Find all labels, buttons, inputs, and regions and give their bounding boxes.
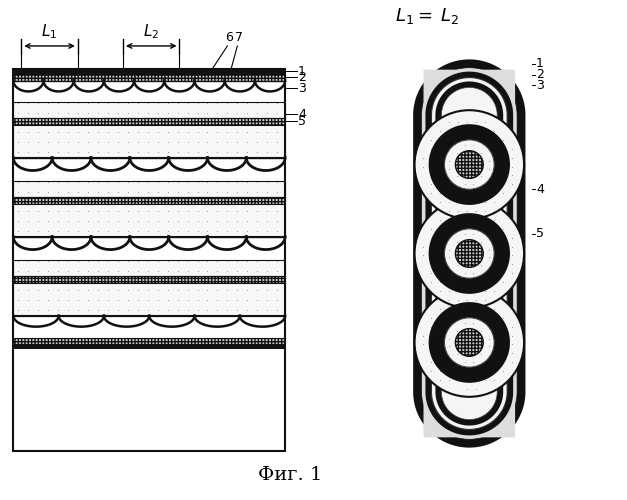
Polygon shape — [436, 82, 502, 424]
Bar — [13, 68, 285, 73]
Polygon shape — [414, 61, 524, 446]
Circle shape — [429, 125, 509, 204]
Text: $L_1$: $L_1$ — [41, 22, 58, 41]
Text: 1: 1 — [536, 57, 544, 70]
Text: 2: 2 — [298, 70, 306, 84]
Circle shape — [455, 328, 483, 356]
Text: 7: 7 — [235, 31, 243, 44]
Text: 4: 4 — [298, 108, 306, 120]
Bar — [13, 197, 285, 204]
Bar — [13, 344, 285, 350]
Bar — [13, 182, 285, 197]
Text: 3: 3 — [536, 79, 544, 92]
Text: $L_1 = \;L_2$: $L_1 = \;L_2$ — [394, 6, 459, 26]
Bar — [13, 338, 285, 344]
Circle shape — [455, 150, 483, 178]
Text: 4: 4 — [536, 183, 544, 196]
Text: 1: 1 — [298, 64, 306, 78]
Circle shape — [445, 229, 494, 278]
Circle shape — [414, 199, 524, 308]
Circle shape — [414, 110, 524, 219]
Text: 3: 3 — [298, 82, 306, 95]
Circle shape — [455, 240, 483, 268]
Polygon shape — [431, 78, 507, 430]
Bar — [13, 204, 285, 236]
Text: 5: 5 — [536, 227, 544, 240]
Bar — [13, 102, 285, 118]
Polygon shape — [421, 68, 517, 440]
Text: 6: 6 — [225, 31, 233, 44]
Bar — [13, 260, 285, 276]
Bar — [13, 125, 285, 156]
Bar — [13, 315, 285, 316]
Bar — [13, 74, 285, 80]
Polygon shape — [426, 72, 512, 434]
Text: 2: 2 — [536, 68, 544, 81]
Polygon shape — [441, 88, 497, 419]
Circle shape — [429, 303, 509, 382]
Text: $L_2$: $L_2$ — [143, 22, 159, 41]
Bar — [13, 283, 285, 315]
FancyBboxPatch shape — [423, 70, 515, 438]
Bar — [13, 68, 285, 451]
Circle shape — [414, 288, 524, 397]
Text: 5: 5 — [298, 114, 306, 128]
Circle shape — [429, 214, 509, 293]
Bar — [13, 118, 285, 125]
Bar — [13, 156, 285, 158]
Circle shape — [445, 140, 494, 190]
Bar — [13, 276, 285, 283]
Text: Фиг. 1: Фиг. 1 — [258, 466, 322, 484]
Circle shape — [445, 318, 494, 367]
